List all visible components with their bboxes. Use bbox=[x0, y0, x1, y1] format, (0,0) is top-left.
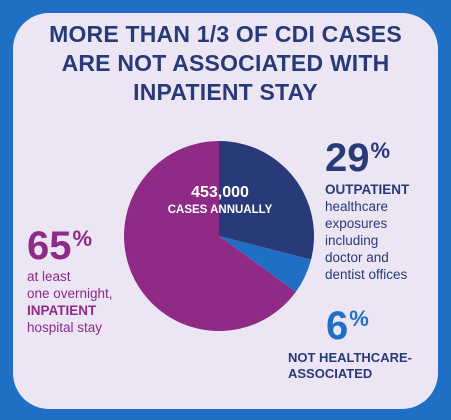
inpatient-desc-line: hospital stay bbox=[27, 320, 103, 335]
pie-slice-not-healthcare bbox=[219, 236, 312, 292]
inpatient-percent-sign: % bbox=[72, 226, 93, 251]
outpatient-desc-line: dentist offices bbox=[325, 267, 408, 282]
not-healthcare-percent: 6% bbox=[326, 306, 369, 346]
outpatient-percent-sign: % bbox=[370, 138, 391, 163]
inpatient-percent-value: 65 bbox=[27, 224, 72, 268]
title-line-1: MORE THAN 1/3 OF CDI CASES bbox=[49, 21, 402, 47]
outpatient-percent-value: 29 bbox=[325, 136, 370, 180]
pie-slice-outpatient bbox=[219, 141, 315, 260]
not-healthcare-label-line: NOT HEALTHCARE- bbox=[288, 350, 412, 365]
outpatient-desc-line: healthcare bbox=[325, 199, 389, 214]
outpatient-desc-line: doctor and bbox=[325, 250, 389, 265]
outpatient-desc-line: including bbox=[325, 233, 379, 248]
not-healthcare-percent-sign: % bbox=[349, 306, 369, 331]
inpatient-desc-line: at least bbox=[27, 269, 71, 284]
pie-slice-inpatient bbox=[124, 141, 296, 332]
outpatient-desc-line: exposures bbox=[325, 216, 388, 231]
title-line-3: INPATIENT STAY bbox=[133, 79, 318, 105]
title-line-2: ARE NOT ASSOCIATED WITH bbox=[61, 50, 390, 76]
outpatient-description: OUTPATIENT healthcare exposures includin… bbox=[325, 181, 409, 283]
chart-title: MORE THAN 1/3 OF CDI CASES ARE NOT ASSOC… bbox=[0, 20, 451, 107]
cases-caption: CASES ANNUALLY bbox=[167, 204, 273, 216]
inpatient-description: at least one overnight, INPATIENT hospit… bbox=[27, 268, 113, 336]
not-healthcare-description: NOT HEALTHCARE- ASSOCIATED bbox=[288, 350, 412, 382]
outpatient-label: OUTPATIENT bbox=[325, 182, 410, 197]
not-healthcare-percent-value: 6 bbox=[326, 304, 349, 348]
inpatient-label: INPATIENT bbox=[27, 303, 97, 318]
inpatient-percent: 65% bbox=[27, 226, 92, 266]
pie-center-label: 453,000 CASES ANNUALLY bbox=[150, 183, 290, 217]
cases-value: 453,000 bbox=[191, 184, 249, 201]
inpatient-desc-line: one overnight, bbox=[27, 286, 113, 301]
outpatient-percent: 29% bbox=[325, 138, 390, 178]
not-healthcare-label-line: ASSOCIATED bbox=[288, 366, 373, 381]
